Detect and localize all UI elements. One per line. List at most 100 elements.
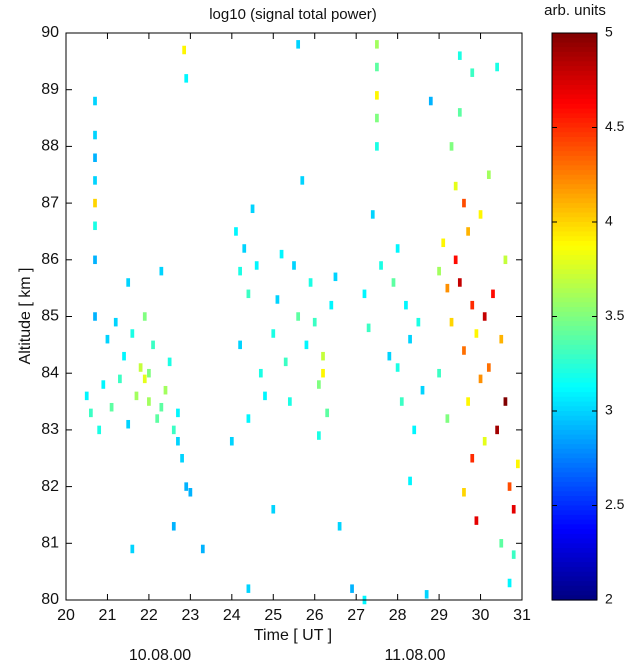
heatmap-cell <box>188 488 193 497</box>
heatmap-cell <box>93 312 97 321</box>
colorbar-strip <box>552 576 597 582</box>
colorbar-strip <box>552 122 597 129</box>
heatmap-cell <box>321 368 325 378</box>
colorbar-strip <box>552 406 597 412</box>
heatmap-cell <box>155 414 160 423</box>
heatmap-cell <box>420 385 425 395</box>
colorbar-strip <box>552 354 597 360</box>
colorbar-strip <box>552 557 597 563</box>
heatmap-cell <box>503 397 508 406</box>
heatmap-cell <box>180 453 184 463</box>
x-tick-label: 24 <box>223 607 241 624</box>
colorbar-strip <box>552 179 597 185</box>
heatmap-cell <box>159 266 164 276</box>
heatmap-cell <box>437 266 441 276</box>
colorbar-strip <box>552 444 597 450</box>
heatmap-cell <box>142 312 147 321</box>
y-tick-label: 87 <box>41 194 59 211</box>
heatmap-cell <box>395 244 400 253</box>
y-tick-label: 80 <box>41 591 59 608</box>
chart-title: log10 (signal total power) <box>209 6 377 23</box>
colorbar-strip <box>552 170 597 176</box>
heatmap-cell <box>84 391 89 401</box>
colorbar-strip <box>552 363 597 370</box>
x-tick-label: 29 <box>430 607 448 624</box>
colorbar-strip <box>552 80 597 86</box>
colorbar-strip <box>552 335 597 341</box>
heatmap-cell <box>486 363 491 372</box>
colorbar-strip <box>552 382 597 388</box>
heatmap-cell <box>246 289 251 299</box>
heatmap-cell <box>171 425 176 435</box>
heatmap-cell <box>200 544 205 554</box>
heatmap-cell <box>482 312 487 321</box>
heatmap-cell <box>515 459 520 469</box>
x-tick-label: 22 <box>140 607 158 624</box>
heatmap-cell <box>412 425 417 435</box>
colorbar-strip <box>552 377 597 384</box>
heatmap-cell <box>445 283 450 293</box>
colorbar-strip <box>552 581 597 587</box>
heatmap-cell <box>362 289 367 299</box>
colorbar-strip <box>552 240 597 247</box>
colorbar-strip <box>552 434 597 440</box>
heatmap-cell <box>93 198 97 208</box>
colorbar-strip <box>552 250 597 256</box>
y-tick-label: 86 <box>41 251 59 268</box>
y-tick-label: 90 <box>41 24 59 41</box>
colorbar-strip <box>552 165 597 171</box>
heatmap-cell <box>238 340 242 350</box>
colorbar-strip <box>552 538 597 544</box>
x-axis-label: Time [ UT ] <box>254 627 332 644</box>
heatmap-cell <box>167 357 172 367</box>
colorbar-strip <box>552 524 597 530</box>
heatmap-cell <box>470 68 475 77</box>
colorbar-strip <box>552 70 597 77</box>
colorbar-strip <box>552 458 597 464</box>
heatmap-cell <box>375 113 379 123</box>
heatmap-cell <box>287 397 292 406</box>
heatmap-cell <box>321 351 325 361</box>
colorbar-strip <box>552 543 597 549</box>
heatmap-cell <box>457 51 462 60</box>
heatmap-cell <box>300 176 305 185</box>
heatmap-cell <box>246 584 251 593</box>
colorbar-strip <box>552 66 597 72</box>
colorbar-strip <box>552 321 597 327</box>
heatmap-cell <box>308 278 313 287</box>
colorbar-strip <box>552 288 597 294</box>
colorbar-strip <box>552 529 597 535</box>
colorbar-strip <box>552 548 597 554</box>
heatmap-cell <box>478 210 483 219</box>
x-tick-label: 25 <box>264 607 282 624</box>
heatmap-cell <box>370 210 375 219</box>
colorbar-strip <box>552 368 597 374</box>
colorbar-strip <box>552 37 597 44</box>
heatmap-cell <box>238 266 242 276</box>
y-tick-label: 83 <box>41 421 59 438</box>
colorbar-strip <box>552 151 597 157</box>
colorbar-strip <box>552 477 597 483</box>
colorbar-strip <box>552 396 597 403</box>
colorbar-strip <box>552 103 597 110</box>
heatmap-cell <box>93 176 97 185</box>
colorbar-strip <box>552 467 597 474</box>
colorbar-strip <box>552 283 597 289</box>
heatmap-cell <box>254 261 259 270</box>
heatmap-cell <box>134 391 139 401</box>
heatmap-cell <box>304 340 309 350</box>
colorbar-strip <box>552 292 597 299</box>
heatmap-cell <box>122 351 126 361</box>
heatmap-cell <box>142 374 147 384</box>
colorbar-strip <box>552 141 597 147</box>
heatmap-cell <box>118 374 122 384</box>
y-tick-label: 85 <box>41 308 59 325</box>
colorbar-strip <box>552 264 597 270</box>
heatmap-cell <box>437 368 441 378</box>
colorbar-tick-label: 5 <box>605 24 613 40</box>
colorbar-tick-label: 3.5 <box>605 307 625 323</box>
colorbar-strip <box>552 387 597 393</box>
heatmap-cell <box>462 346 466 355</box>
colorbar-tick-label: 4.5 <box>605 118 625 134</box>
colorbar-strip <box>552 491 597 497</box>
